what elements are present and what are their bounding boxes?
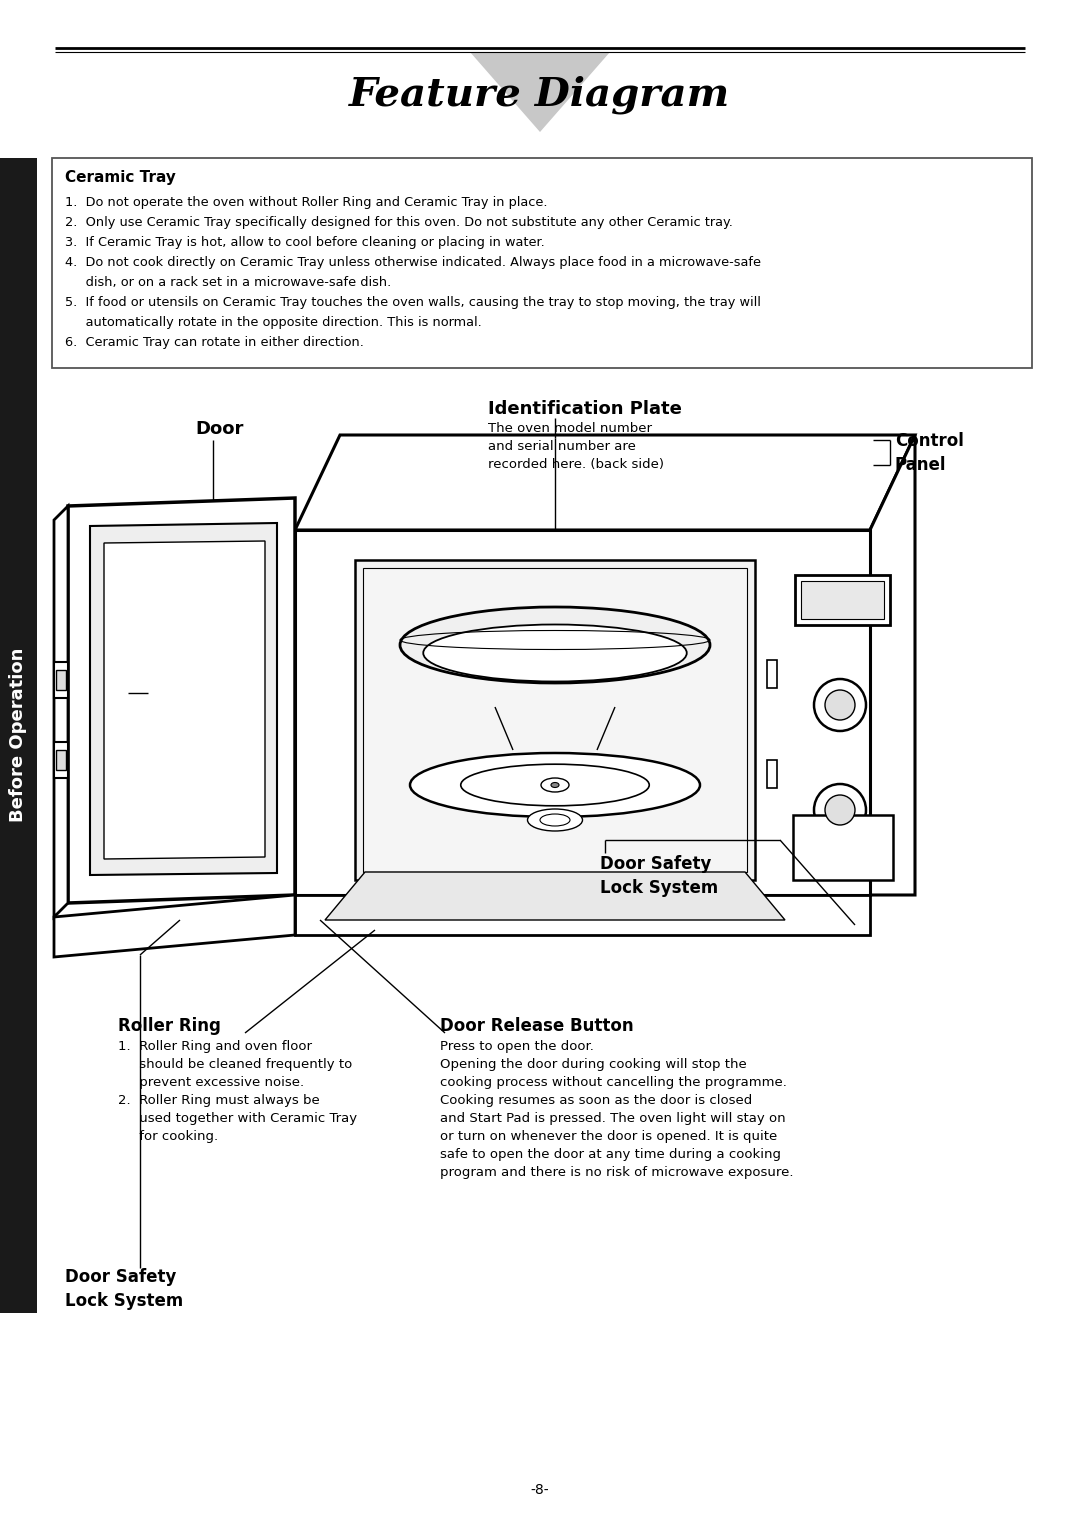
Polygon shape — [56, 671, 66, 690]
Text: Press to open the door.: Press to open the door. — [440, 1039, 594, 1053]
Bar — [52, 158, 1032, 367]
Text: for cooking.: for cooking. — [118, 1129, 218, 1143]
Text: 1.  Roller Ring and oven floor: 1. Roller Ring and oven floor — [118, 1039, 312, 1053]
Ellipse shape — [423, 625, 687, 681]
Bar — [793, 815, 893, 879]
Text: Opening the door during cooking will stop the: Opening the door during cooking will sto… — [440, 1058, 746, 1071]
Ellipse shape — [540, 814, 570, 826]
Ellipse shape — [527, 809, 582, 831]
Polygon shape — [104, 541, 265, 860]
Polygon shape — [870, 434, 915, 895]
Text: 2.  Only use Ceramic Tray specifically designed for this oven. Do not substitute: 2. Only use Ceramic Tray specifically de… — [65, 216, 733, 229]
Text: Door: Door — [195, 421, 243, 437]
Text: Door Release Button: Door Release Button — [440, 1017, 634, 1035]
Text: Control
Panel: Control Panel — [895, 431, 963, 474]
Text: Cooking resumes as soon as the door is closed: Cooking resumes as soon as the door is c… — [440, 1094, 753, 1106]
Polygon shape — [54, 895, 295, 957]
Text: program and there is no risk of microwave exposure.: program and there is no risk of microwav… — [440, 1166, 794, 1180]
Text: cooking process without cancelling the programme.: cooking process without cancelling the p… — [440, 1076, 787, 1090]
Text: 2.  Roller Ring must always be: 2. Roller Ring must always be — [118, 1094, 320, 1106]
Polygon shape — [54, 661, 68, 698]
Ellipse shape — [461, 764, 649, 806]
Ellipse shape — [541, 777, 569, 792]
Bar — [0, 158, 37, 1314]
Bar — [295, 530, 870, 895]
Bar — [795, 575, 890, 625]
Text: Before Operation: Before Operation — [9, 648, 27, 821]
Polygon shape — [325, 872, 785, 920]
Text: Feature Diagram: Feature Diagram — [349, 76, 731, 114]
Text: prevent excessive noise.: prevent excessive noise. — [118, 1076, 305, 1090]
Text: Door Safety
Lock System: Door Safety Lock System — [600, 855, 718, 896]
Text: used together with Ceramic Tray: used together with Ceramic Tray — [118, 1113, 357, 1125]
Ellipse shape — [814, 783, 866, 837]
Text: dish, or on a rack set in a microwave-safe dish.: dish, or on a rack set in a microwave-sa… — [65, 276, 391, 290]
Text: or turn on whenever the door is opened. It is quite: or turn on whenever the door is opened. … — [440, 1129, 778, 1143]
Bar — [767, 760, 777, 788]
Polygon shape — [56, 750, 66, 770]
Bar — [801, 581, 885, 619]
Text: safe to open the door at any time during a cooking: safe to open the door at any time during… — [440, 1148, 781, 1161]
Text: automatically rotate in the opposite direction. This is normal.: automatically rotate in the opposite dir… — [65, 315, 482, 329]
Text: Door Safety
Lock System: Door Safety Lock System — [65, 1268, 184, 1309]
Text: 1.  Do not operate the oven without Roller Ring and Ceramic Tray in place.: 1. Do not operate the oven without Rolle… — [65, 197, 548, 209]
Text: should be cleaned frequently to: should be cleaned frequently to — [118, 1058, 352, 1071]
Polygon shape — [54, 506, 68, 917]
Text: 3.  If Ceramic Tray is hot, allow to cool before cleaning or placing in water.: 3. If Ceramic Tray is hot, allow to cool… — [65, 236, 544, 248]
Ellipse shape — [825, 796, 855, 824]
Polygon shape — [68, 498, 295, 904]
Text: -8-: -8- — [530, 1483, 550, 1497]
Ellipse shape — [551, 782, 559, 788]
Polygon shape — [54, 742, 68, 777]
Bar — [355, 559, 755, 879]
Text: 4.  Do not cook directly on Ceramic Tray unless otherwise indicated. Always plac: 4. Do not cook directly on Ceramic Tray … — [65, 256, 761, 270]
Text: 6.  Ceramic Tray can rotate in either direction.: 6. Ceramic Tray can rotate in either dir… — [65, 335, 364, 349]
Ellipse shape — [410, 753, 700, 817]
Polygon shape — [470, 52, 610, 133]
Bar — [363, 568, 747, 872]
Text: and Start Pad is pressed. The oven light will stay on: and Start Pad is pressed. The oven light… — [440, 1113, 785, 1125]
Ellipse shape — [814, 680, 866, 732]
Bar — [295, 895, 870, 936]
Text: Identification Plate: Identification Plate — [488, 399, 681, 418]
Text: Ceramic Tray: Ceramic Tray — [65, 171, 176, 184]
Text: Roller Ring: Roller Ring — [118, 1017, 221, 1035]
Ellipse shape — [825, 690, 855, 719]
Polygon shape — [295, 434, 915, 530]
Bar — [767, 660, 777, 687]
Ellipse shape — [400, 607, 710, 683]
Text: 5.  If food or utensils on Ceramic Tray touches the oven walls, causing the tray: 5. If food or utensils on Ceramic Tray t… — [65, 296, 761, 309]
Text: The oven model number
and serial number are
recorded here. (back side): The oven model number and serial number … — [488, 422, 664, 471]
Polygon shape — [90, 523, 276, 875]
